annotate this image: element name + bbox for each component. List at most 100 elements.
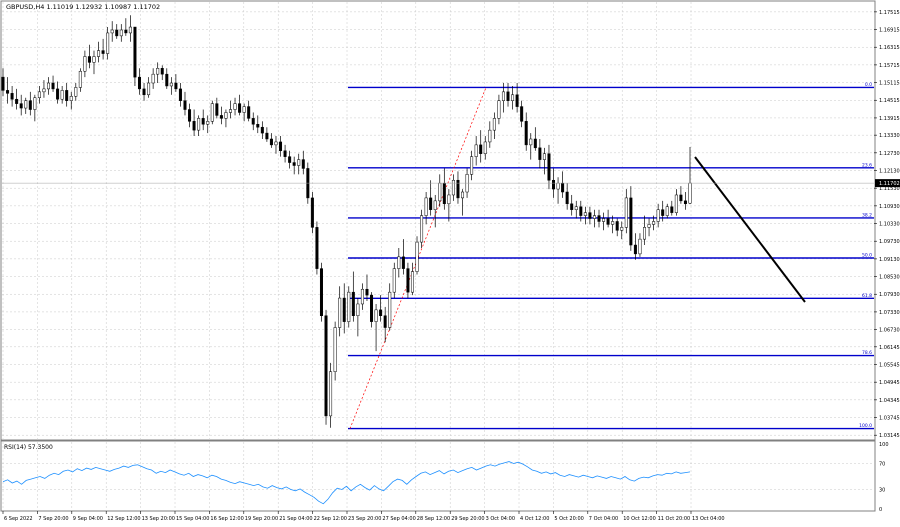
candle-body: [492, 118, 496, 131]
price-tick-label: 1.07330: [879, 310, 900, 316]
candle-body: [415, 241, 419, 272]
candle-body: [147, 82, 151, 96]
candle-body: [260, 126, 264, 134]
candle-body: [15, 98, 19, 104]
price-tick-label: 1.06730: [879, 328, 900, 334]
candlestick-series: [1, 15, 692, 428]
candle-body: [570, 203, 574, 210]
candle-body: [592, 215, 596, 219]
candle-body: [256, 124, 260, 128]
time-tick-label: 12 Sep 12:00: [107, 516, 140, 522]
candle-body: [647, 224, 651, 228]
candle-body: [656, 209, 660, 222]
candle-body: [329, 371, 333, 417]
candle-body: [529, 138, 533, 146]
fibonacci-retracement[interactable]: 0.0 23.6 38.2 50.0 61.8 78.6 100.0: [348, 82, 874, 430]
price-tick-label: 1.11530: [879, 186, 900, 192]
candle-body: [56, 88, 60, 100]
candle-body: [356, 303, 360, 316]
candle-body: [506, 91, 510, 101]
candle-body: [538, 147, 542, 160]
candle-body: [160, 68, 164, 75]
candle-body: [643, 227, 647, 240]
candle-body: [283, 150, 287, 157]
candle-body: [679, 194, 683, 202]
candle-body: [620, 227, 624, 231]
price-tick-label: 1.16315: [879, 45, 900, 51]
drawn-trend-line: [694, 156, 806, 303]
candle-body: [561, 182, 565, 193]
time-tick-label: 13 Oct 04:00: [692, 516, 725, 522]
time-tick-label: 28 Sep 12:00: [417, 516, 450, 522]
time-tick-label: 11 Oct 20:00: [658, 516, 691, 522]
candle-body: [579, 206, 583, 216]
candle-body: [106, 32, 110, 54]
candle-body: [552, 179, 556, 190]
price-tick-label: 1.14515: [879, 98, 900, 104]
candle-body: [297, 159, 301, 166]
candle-body: [315, 227, 319, 269]
candle-body: [233, 103, 237, 110]
candle-body: [583, 212, 587, 216]
candle-body: [565, 191, 569, 205]
price-axis: 1.17515 1.16915 1.16315 1.15715 1.15115 1.145…: [2, 10, 900, 439]
candle-body: [511, 94, 515, 101]
rsi-panel-frame: [0, 440, 876, 512]
candle-body: [474, 144, 478, 157]
time-tick-label: 21 Sep 04:00: [279, 516, 312, 522]
price-tick-label: 1.10930: [879, 204, 900, 210]
candle-body: [615, 221, 619, 231]
candle-body: [238, 103, 242, 113]
main-panel-frame: [0, 0, 876, 441]
rsi-level-label: 70: [879, 462, 885, 468]
candle-body: [19, 103, 23, 109]
price-tick-label: 1.16915: [879, 28, 900, 34]
candle-body: [661, 209, 665, 216]
candle-body: [10, 93, 14, 100]
candle-body: [215, 103, 219, 116]
symbol-info-label: GBPUSD,H4 1.11019 1.12932 1.10987 1.1170…: [6, 3, 160, 11]
drawn-objects[interactable]: [694, 156, 806, 303]
candle-body: [74, 87, 78, 97]
price-tick-label: 1.13915: [879, 116, 900, 122]
candle-body: [224, 112, 228, 119]
candle-body: [424, 197, 428, 216]
candle-body: [447, 194, 451, 205]
time-tick-label: 16 Sep 12:00: [210, 516, 243, 522]
candle-body: [201, 118, 205, 125]
candle-body: [333, 327, 337, 372]
candle-body: [406, 268, 410, 293]
candle-body: [670, 206, 674, 213]
candle-body: [119, 29, 123, 37]
candle-body: [319, 268, 323, 316]
price-tick-label: 1.09130: [879, 257, 900, 263]
rsi-indicator: 100 70 30 0: [2, 442, 889, 513]
candle-body: [310, 197, 314, 228]
time-tick-label: 22 Sep 12:00: [314, 516, 347, 522]
candle-body: [392, 268, 396, 293]
candle-body: [606, 218, 610, 225]
candle-body: [497, 100, 501, 119]
candle-body: [533, 138, 537, 149]
candle-body: [379, 309, 383, 316]
candle-body: [83, 56, 87, 72]
candle-body: [178, 88, 182, 101]
candle-body: [133, 26, 137, 78]
fib-trend-line: [349, 87, 487, 429]
candle-body: [347, 291, 351, 322]
price-tick-label: 1.05545: [879, 362, 900, 368]
candle-body: [370, 294, 374, 322]
candle-body: [228, 109, 232, 113]
candle-body: [251, 118, 255, 125]
candle-body: [279, 141, 283, 152]
candle-body: [51, 82, 55, 90]
rsi-line: [2, 461, 691, 505]
candle-body: [556, 182, 560, 190]
candle-body: [420, 215, 424, 243]
candle-body: [124, 29, 128, 34]
candle-body: [28, 100, 32, 110]
candle-body: [183, 100, 187, 110]
time-tick-label: 19 Sep 20:00: [245, 516, 278, 522]
